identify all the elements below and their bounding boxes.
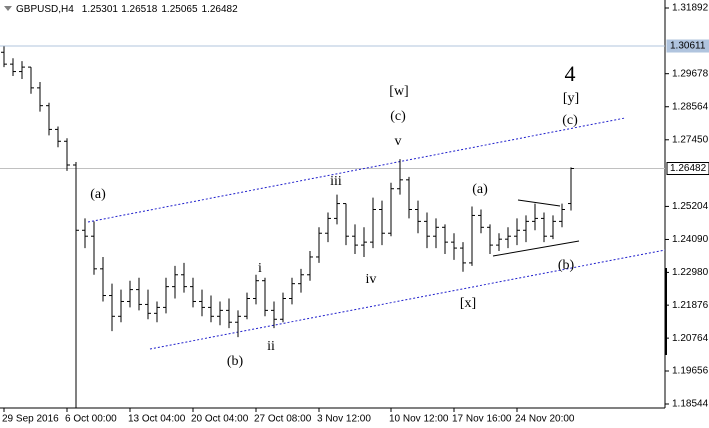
last-close: 1.26482 — [202, 4, 239, 15]
y-tick-label: 1.21876 — [672, 300, 709, 311]
y-tick-label: 1.25204 — [672, 201, 709, 212]
x-tick-label: 3 Nov 12:00 — [317, 414, 371, 425]
wave-label: i — [258, 261, 262, 276]
wave-label: (c) — [562, 113, 578, 128]
wave-label: iv — [366, 272, 377, 287]
last-open: 1.25301 — [82, 4, 119, 15]
wave-label: (c) — [390, 109, 406, 124]
x-tick-label: 17 Nov 16:00 — [452, 414, 512, 425]
y-tick-label: 1.22980 — [672, 267, 709, 278]
y-tick-label: 1.18544 — [672, 399, 709, 410]
wave-label: (a) — [90, 187, 106, 202]
last-high: 1.26518 — [121, 4, 158, 15]
wave-label: (b) — [558, 258, 575, 273]
y-tick-label: 1.24090 — [672, 234, 709, 245]
y-tick-label: 1.31892 — [672, 3, 709, 14]
last-low: 1.25065 — [161, 4, 198, 15]
x-tick-label: 13 Oct 04:00 — [128, 414, 186, 425]
y-tick-label: 1.29678 — [672, 68, 709, 79]
x-tick-label: 6 Oct 00:00 — [65, 414, 117, 425]
wave-label: [y] — [563, 91, 579, 106]
channel-upper — [87, 117, 626, 223]
wave-label: v — [395, 134, 402, 149]
chart-title: GBPUSD,H4 1.25301 1.26518 1.25065 1.26482 — [16, 4, 238, 15]
channel-lower — [149, 249, 666, 350]
price-level-box — [666, 39, 709, 53]
y-tick-label: 1.28564 — [672, 101, 709, 112]
price-level-box — [666, 162, 709, 176]
wave-label: [x] — [460, 296, 476, 311]
x-tick-label: 29 Sep 2016 — [2, 414, 59, 425]
wave-label: 4 — [565, 61, 576, 86]
wave-label: [w] — [389, 84, 408, 99]
x-tick-label: 27 Oct 08:00 — [254, 414, 312, 425]
price-level-label: 1.26482 — [670, 163, 707, 174]
wave-label: (a) — [472, 182, 488, 197]
wave-label: iii — [330, 174, 342, 189]
triangle-lower — [492, 240, 580, 257]
x-tick-label: 10 Nov 12:00 — [389, 414, 449, 425]
y-tick-label: 1.27450 — [672, 134, 709, 145]
x-tick-label: 24 Nov 20:00 — [515, 414, 575, 425]
symbol: GBPUSD,H4 — [16, 4, 74, 15]
wave-label: ii — [267, 339, 275, 354]
triangle-upper — [517, 199, 561, 207]
x-tick-label: 20 Oct 04:00 — [191, 414, 249, 425]
price-level-label: 1.30611 — [670, 41, 706, 52]
y-tick-label: 1.20764 — [672, 333, 709, 344]
wave-label: (b) — [227, 354, 244, 369]
title-icon — [4, 6, 12, 11]
y-tick-label: 1.19656 — [672, 366, 709, 377]
